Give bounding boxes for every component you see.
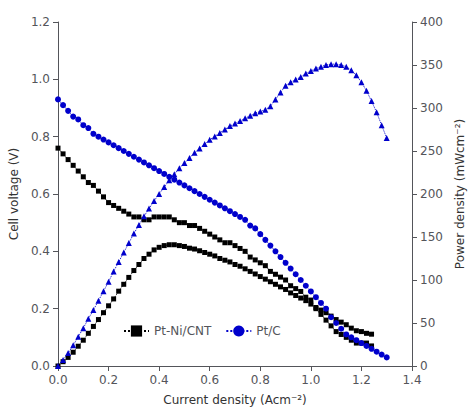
svg-text:0.2: 0.2 [99, 373, 118, 387]
svg-text:1.4: 1.4 [402, 373, 421, 387]
svg-text:Power density (mWcm⁻²): Power density (mWcm⁻²) [453, 119, 467, 269]
svg-text:150: 150 [420, 230, 443, 244]
svg-text:Pt/C: Pt/C [256, 324, 280, 338]
svg-text:1.0: 1.0 [31, 72, 50, 86]
svg-text:1.0: 1.0 [301, 373, 320, 387]
svg-text:0.4: 0.4 [150, 373, 169, 387]
svg-text:400: 400 [420, 15, 443, 29]
svg-text:0.2: 0.2 [31, 302, 50, 316]
svg-text:0.0: 0.0 [48, 373, 67, 387]
svg-text:100: 100 [420, 273, 443, 287]
svg-text:Pt-Ni/CNT: Pt-Ni/CNT [154, 324, 212, 338]
svg-text:0: 0 [420, 359, 428, 373]
svg-text:0.8: 0.8 [31, 130, 50, 144]
svg-text:0.8: 0.8 [251, 373, 270, 387]
svg-text:1.2: 1.2 [352, 373, 371, 387]
svg-text:0.4: 0.4 [31, 244, 50, 258]
svg-text:1.2: 1.2 [31, 15, 50, 29]
svg-text:200: 200 [420, 187, 443, 201]
svg-text:Current density (Acm⁻²): Current density (Acm⁻²) [163, 393, 307, 407]
svg-text:Cell voltage (V): Cell voltage (V) [7, 148, 21, 240]
svg-text:350: 350 [420, 58, 443, 72]
svg-text:0.0: 0.0 [31, 359, 50, 373]
svg-text:250: 250 [420, 144, 443, 158]
svg-text:0.6: 0.6 [200, 373, 219, 387]
svg-text:50: 50 [420, 316, 435, 330]
svg-text:0.6: 0.6 [31, 187, 50, 201]
svg-text:300: 300 [420, 101, 443, 115]
